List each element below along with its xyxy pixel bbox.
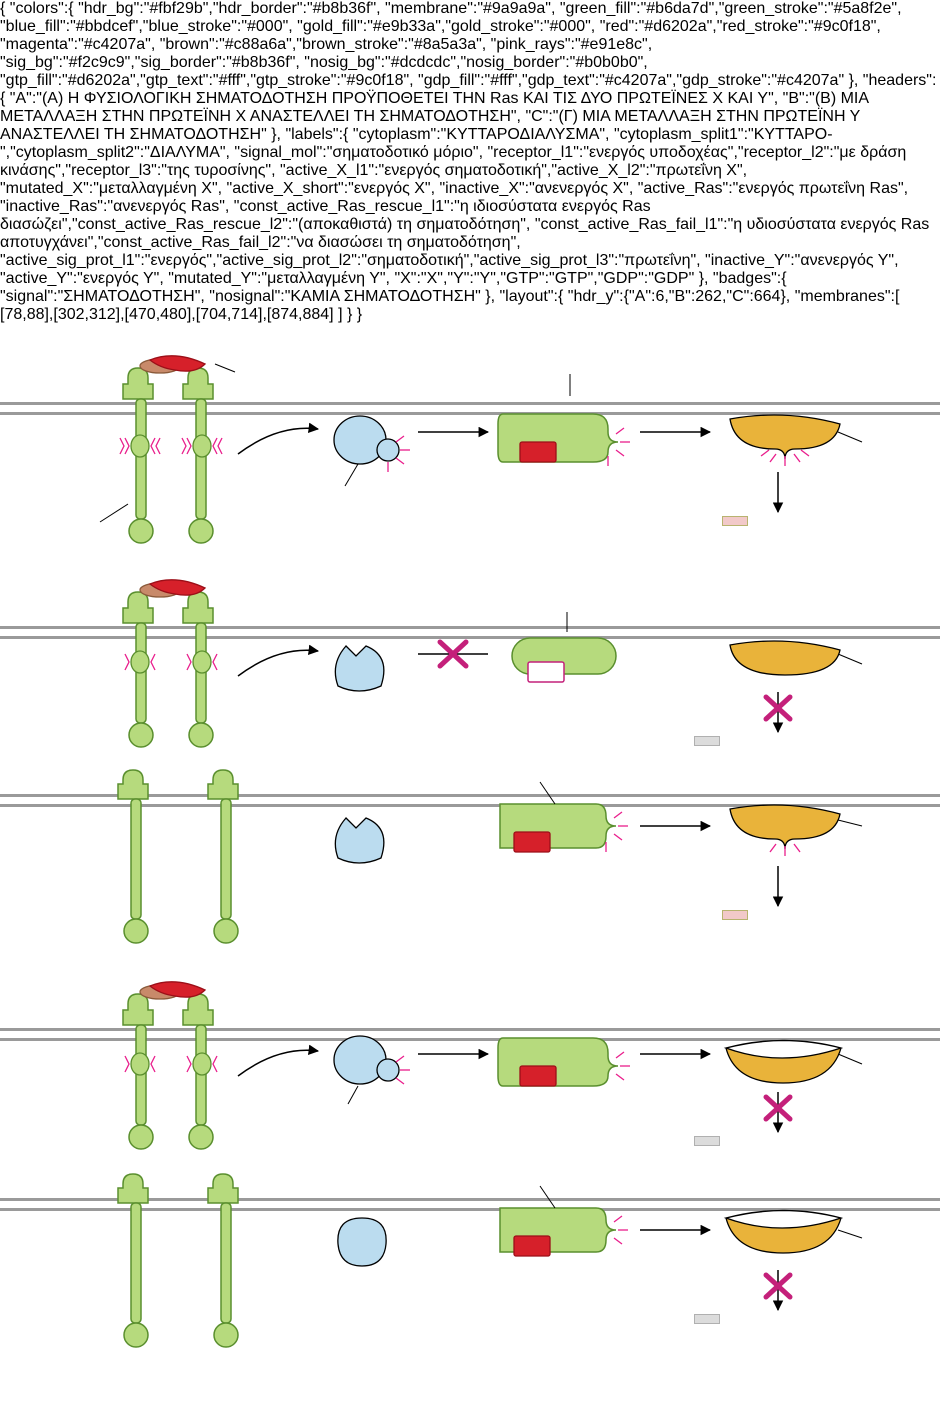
protein-X-active-icon bbox=[330, 1034, 420, 1094]
nosignal-badge bbox=[694, 1136, 720, 1146]
protein-Y-inactive-icon bbox=[720, 640, 850, 680]
signal-badge bbox=[722, 516, 748, 526]
protein-Y-mutant-icon bbox=[718, 1040, 848, 1085]
protein-X-active-icon bbox=[330, 414, 420, 474]
layer-C2 bbox=[0, 1158, 940, 1388]
ras-active-icon bbox=[498, 412, 638, 467]
ras-inactive-icon bbox=[510, 636, 630, 686]
protein-Y-active-icon bbox=[720, 414, 850, 469]
nosignal-badge bbox=[694, 736, 720, 746]
ras-fail-label bbox=[400, 1158, 670, 1172]
protein-X-label bbox=[290, 486, 450, 500]
signal-badge bbox=[722, 910, 748, 920]
protein-X-mutant-icon bbox=[328, 638, 398, 698]
protein-Y-mutant-icon bbox=[718, 1210, 848, 1255]
nosignal-badge bbox=[694, 1314, 720, 1324]
